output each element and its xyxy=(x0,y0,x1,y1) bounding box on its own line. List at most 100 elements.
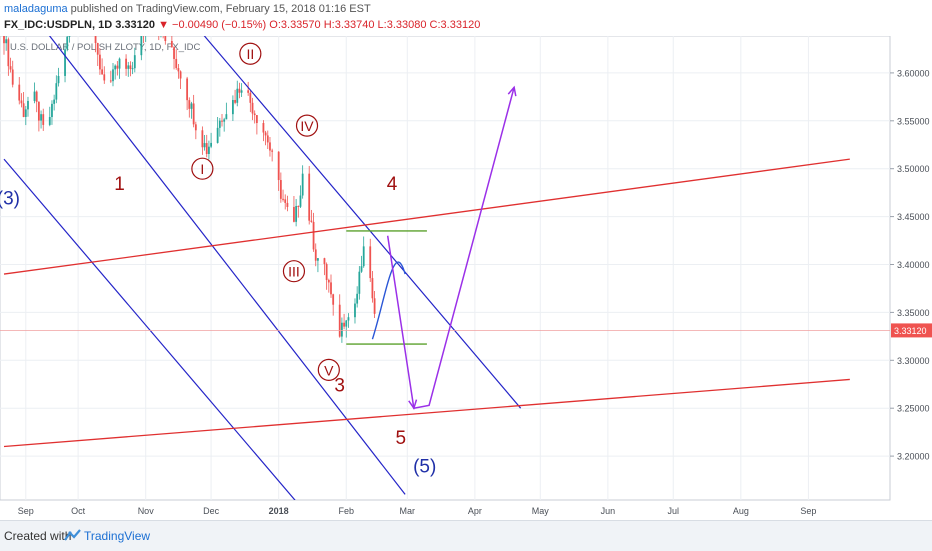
wave-label: 4 xyxy=(387,174,398,195)
blue-swing-curve xyxy=(371,261,406,340)
candle-body xyxy=(140,36,143,56)
candle-body xyxy=(264,132,267,136)
candle-body xyxy=(234,100,236,103)
close-value: C:3.33120 xyxy=(429,19,481,31)
candle-body xyxy=(112,69,114,82)
candle-body xyxy=(133,55,136,69)
candle-body xyxy=(341,322,343,337)
candle-body xyxy=(345,320,348,327)
candle-body xyxy=(68,36,71,37)
candle-body xyxy=(216,127,219,143)
candle-body xyxy=(177,68,180,72)
candle-body xyxy=(186,78,189,101)
symbol-label: FX_IDC:USDPLN, 1D xyxy=(4,19,113,31)
candle-body xyxy=(325,264,328,280)
candle-body xyxy=(175,58,178,69)
candle-body xyxy=(371,278,374,299)
candle-body xyxy=(205,143,208,154)
candle-body xyxy=(179,71,182,79)
publish-info: published on TradingView.com, February 1… xyxy=(67,3,371,15)
author-link[interactable]: maladaguma xyxy=(4,3,68,15)
candle-body xyxy=(297,206,300,208)
candle-body xyxy=(48,117,51,125)
candle-body xyxy=(253,113,256,116)
candle-body xyxy=(190,103,193,109)
candle-body xyxy=(20,100,23,104)
high-value: H:3.33740 xyxy=(323,19,375,31)
plot-area xyxy=(0,35,891,501)
candle-body xyxy=(266,135,269,143)
wave-label: 5 xyxy=(395,428,406,449)
price-tag-box xyxy=(891,323,932,338)
x-tick-label: Jul xyxy=(668,506,680,516)
candle-body xyxy=(3,36,5,44)
candle-body xyxy=(356,293,359,304)
wave-circle xyxy=(239,42,262,65)
y-tick-label: 3.50000 xyxy=(897,164,930,174)
tradingview-brand-link[interactable]: TradingView xyxy=(84,529,151,543)
candle-body xyxy=(249,92,252,103)
candle-body xyxy=(218,120,221,128)
wave-label: IV xyxy=(300,118,314,134)
open-value: O:3.33570 xyxy=(269,19,321,31)
candle-body xyxy=(55,83,58,100)
candle-body xyxy=(284,199,287,203)
chart-area[interactable]: 3.20000 3.25000 3.30000 3.35000 3.40000 3.450… xyxy=(0,35,932,520)
x-tick-label: May xyxy=(532,506,550,516)
y-tick-label: 3.45000 xyxy=(897,212,930,222)
x-tick-label: 2018 xyxy=(269,506,289,516)
candle-body xyxy=(317,258,319,261)
price-chart[interactable]: 3.20000 3.25000 3.30000 3.35000 3.40000 3.450… xyxy=(0,35,932,520)
chart-header: maladaguma published on TradingView.com,… xyxy=(0,0,932,36)
wave-circle xyxy=(295,114,319,137)
wave-circle xyxy=(317,358,340,381)
candle-body xyxy=(247,90,250,93)
price-change: ▼ −0.00490 (−0.15%) xyxy=(158,19,267,31)
candle-body xyxy=(5,39,8,44)
candle-body xyxy=(279,180,282,199)
candle-body xyxy=(7,39,10,67)
candle-body xyxy=(53,99,56,104)
candle-body xyxy=(208,146,210,154)
wave-label: 1 xyxy=(114,174,125,195)
y-tick-label: 3.60000 xyxy=(897,68,930,78)
red-channel-line xyxy=(3,158,850,275)
grid-lines xyxy=(0,36,890,500)
candle-body xyxy=(360,266,363,272)
wave-circle xyxy=(191,157,214,180)
chart-title: U.S. DOLLAR / POLISH ZLOTY, 1D, FX_IDC xyxy=(10,42,201,53)
candle-body xyxy=(188,100,191,109)
publish-line: maladaguma published on TradingView.com,… xyxy=(4,3,371,15)
candle-body xyxy=(354,303,356,318)
candle-body xyxy=(201,130,204,148)
candle-body xyxy=(271,150,274,152)
candle-body xyxy=(11,69,14,85)
wave-label: I xyxy=(200,161,204,177)
candle-body xyxy=(330,282,332,295)
candle-body xyxy=(327,279,330,283)
candle-body xyxy=(338,304,341,337)
x-tick-label: Nov xyxy=(138,506,155,516)
price-tag: 3.33120 xyxy=(891,323,932,338)
candle-body xyxy=(170,41,173,48)
candle-body xyxy=(299,195,302,207)
candle-body xyxy=(358,271,361,294)
created-with-label: Created with xyxy=(4,529,72,543)
wave-label: III xyxy=(288,264,300,280)
candle-body xyxy=(35,91,38,102)
candle-body xyxy=(308,173,311,221)
candles xyxy=(3,36,376,343)
candle-body xyxy=(99,54,101,70)
candle-body xyxy=(127,65,130,69)
candle-body xyxy=(236,88,239,103)
candle-body xyxy=(24,109,27,117)
projection-path xyxy=(386,87,515,410)
candle-body xyxy=(369,246,372,279)
candle-body xyxy=(323,258,326,265)
candle-body xyxy=(114,65,117,70)
y-tick-label: 3.55000 xyxy=(897,116,930,126)
x-tick-label: Aug xyxy=(733,506,749,516)
candle-body xyxy=(9,66,12,70)
blue-channel-line xyxy=(48,36,406,495)
candle-body xyxy=(33,91,36,101)
